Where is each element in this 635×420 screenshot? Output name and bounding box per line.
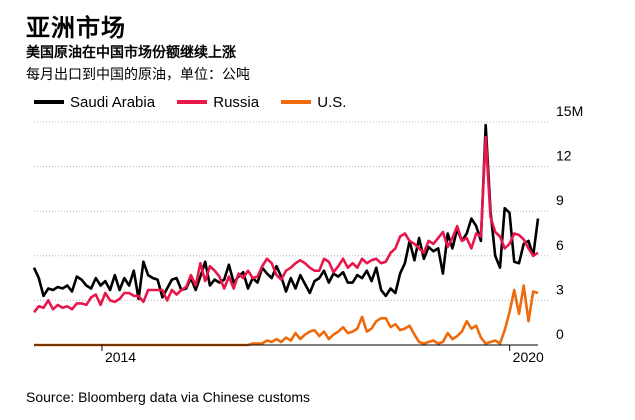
x-tick-label: 2020: [513, 349, 544, 365]
y-tick-label: 12: [556, 148, 572, 164]
legend-label-saudi-arabia: Saudi Arabia: [70, 93, 156, 111]
series-line-russia: [32, 135, 539, 314]
legend-label-us: U.S.: [317, 93, 347, 111]
legend-swatch-us: [281, 100, 312, 104]
chart-subtitle: 美国原油在中国市场份额继续上涨: [26, 45, 236, 61]
chart-unit-note: 每月出口到中国的原油，单位：公吨: [26, 67, 250, 83]
chart-title: 亚洲市场: [26, 14, 126, 42]
legend-label-russia: Russia: [213, 93, 260, 111]
x-tick-label: 2014: [105, 349, 136, 365]
y-tick-label: 9: [556, 192, 564, 208]
y-tick-label: 15M: [556, 103, 583, 119]
series-line-saudi-arabia: [32, 123, 540, 301]
series-line-u-s: [34, 284, 539, 347]
y-tick-label: 6: [556, 237, 564, 253]
legend-item-saudi-arabia: Saudi Arabia: [34, 94, 155, 111]
legend-item-russia: Russia: [177, 94, 259, 111]
y-tick-label: 3: [556, 281, 564, 297]
legend: Saudi Arabia Russia U.S.: [34, 91, 364, 111]
legend-swatch-russia: [177, 100, 208, 104]
y-tick-label: 0: [556, 326, 564, 342]
legend-swatch-saudi-arabia: [34, 100, 64, 104]
source-note: Source: Bloomberg data via Chinese custo…: [26, 389, 311, 405]
legend-item-us: U.S.: [281, 94, 346, 111]
